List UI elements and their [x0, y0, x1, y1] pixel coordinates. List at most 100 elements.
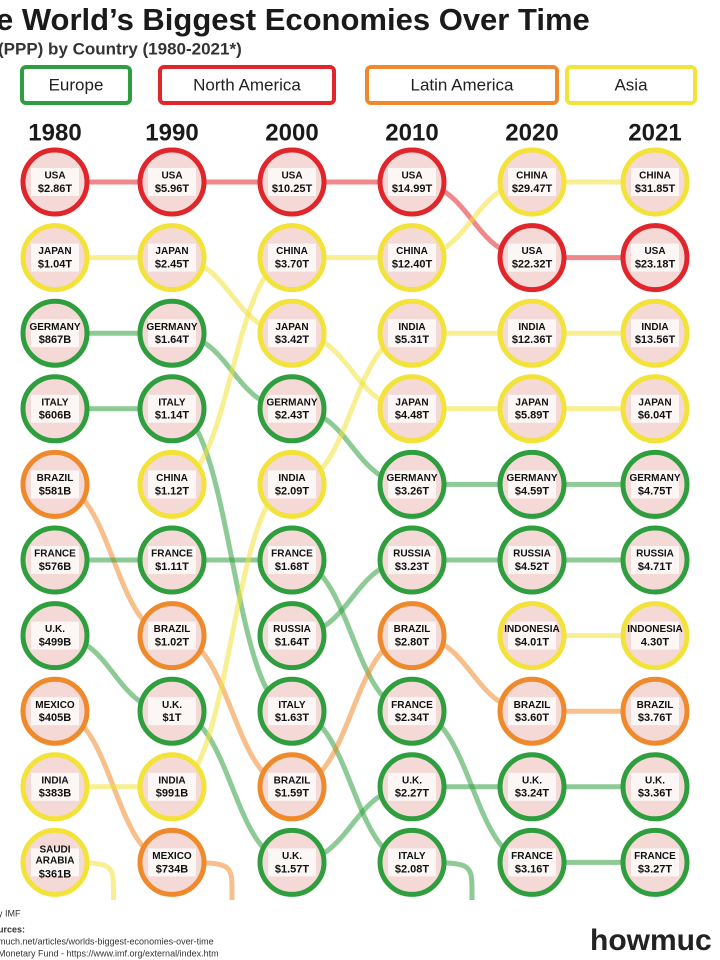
label-box: [268, 848, 316, 877]
country-name: GERMANY: [629, 473, 680, 484]
label-box: [388, 319, 436, 348]
label-box: [268, 772, 316, 801]
label-box: [631, 470, 679, 499]
country-name: INDIA: [158, 775, 185, 786]
country-name: ITALY: [41, 397, 69, 408]
country-value: $23.18T: [635, 259, 676, 271]
country-value: $3.16T: [515, 863, 550, 875]
label-box: [31, 470, 79, 499]
footer-note: y IMF: [0, 908, 21, 918]
country-value: $4.75T: [638, 485, 673, 497]
label-box: [631, 697, 679, 726]
label-box: [388, 243, 436, 272]
country-value: $2.08T: [395, 863, 430, 875]
country-value: $5.96T: [155, 183, 190, 195]
label-box: [31, 772, 79, 801]
country-name: U.K.: [402, 775, 422, 786]
country-value: $606B: [39, 410, 71, 422]
country-value: $29.47T: [512, 183, 553, 195]
country-value: $383B: [39, 788, 71, 800]
source-link: Monetary Fund - https://www.imf.org/exte…: [0, 948, 219, 958]
label-box: [508, 621, 556, 650]
country-value: $2.86T: [38, 183, 73, 195]
year-label: 2000: [265, 119, 318, 146]
country-name: INDONESIA: [627, 624, 683, 635]
label-box: [148, 243, 196, 272]
country-value: $3.76T: [638, 712, 673, 724]
label-box: [148, 697, 196, 726]
country-value: $991B: [156, 788, 188, 800]
country-value: $4.59T: [515, 485, 550, 497]
country-value: $14.99T: [392, 183, 433, 195]
country-name: U.K.: [522, 775, 542, 786]
country-value: $1.04T: [38, 259, 73, 271]
label-box: [268, 168, 316, 196]
country-name: FRANCE: [391, 700, 433, 711]
label-box: [631, 319, 679, 348]
country-name: GERMANY: [506, 473, 557, 484]
label-box: [268, 319, 316, 348]
country-value: $734B: [156, 863, 188, 875]
country-name: INDIA: [518, 322, 545, 333]
country-value: $31.85T: [635, 183, 676, 195]
year-label: 2021: [628, 119, 681, 146]
country-value: $3.70T: [275, 259, 310, 271]
country-name: CHINA: [639, 171, 671, 182]
label-box: [268, 394, 316, 423]
sources-label: urces:: [0, 924, 25, 934]
country-value: $2.45T: [155, 259, 190, 271]
label-box: [631, 848, 679, 877]
country-value: $1.02T: [155, 637, 190, 649]
country-name: FRANCE: [511, 851, 553, 862]
country-name: GERMANY: [29, 322, 80, 333]
label-box: [631, 621, 679, 650]
country-value: $4.48T: [395, 410, 430, 422]
country-value: $5.89T: [515, 410, 550, 422]
country-name: BRAZIL: [154, 624, 191, 635]
country-name: ITALY: [278, 700, 306, 711]
label-box: [31, 168, 79, 196]
country-name: JAPAN: [515, 397, 548, 408]
legend-box: [20, 65, 132, 105]
country-name: BRAZIL: [37, 473, 74, 484]
country-value: $10.25T: [272, 183, 313, 195]
country-name: BRAZIL: [274, 775, 311, 786]
country-name: GERMANY: [266, 397, 317, 408]
country-name: FRANCE: [34, 549, 76, 560]
label-box: [508, 848, 556, 877]
label-box: [631, 394, 679, 423]
country-value: $12.40T: [392, 259, 433, 271]
label-box: [508, 470, 556, 499]
country-name: INDIA: [41, 775, 68, 786]
country-value: $6.04T: [638, 410, 673, 422]
label-box: [148, 848, 196, 877]
country-name: U.K.: [282, 851, 302, 862]
country-name: JAPAN: [395, 397, 428, 408]
country-name: USA: [644, 246, 665, 257]
country-name: USA: [281, 171, 302, 182]
label-box: [268, 470, 316, 499]
country-name: INDIA: [641, 322, 668, 333]
country-value: $4.52T: [515, 561, 550, 573]
legend: Europe North America Latin America Asia: [20, 65, 697, 105]
label-box: [31, 697, 79, 726]
label-box: [388, 168, 436, 196]
title: e World’s Biggest Economies Over Time: [0, 2, 590, 37]
country-value: $3.36T: [638, 788, 673, 800]
country-value: $2.09T: [275, 485, 310, 497]
country-value: $1.57T: [275, 863, 310, 875]
legend-box: [158, 65, 336, 105]
label-box: [508, 697, 556, 726]
legend-label: Europe: [49, 75, 104, 94]
country-value: $1.11T: [155, 561, 189, 573]
country-name: CHINA: [396, 246, 428, 257]
label-box: [631, 772, 679, 801]
label-box: [388, 772, 436, 801]
label-box: [148, 470, 196, 499]
year-label: 1990: [145, 119, 198, 146]
label-box: [388, 394, 436, 423]
label-box: [268, 243, 316, 272]
label-box: [31, 243, 79, 272]
legend-label: North America: [193, 75, 301, 94]
country-value: $3.23T: [395, 561, 430, 573]
